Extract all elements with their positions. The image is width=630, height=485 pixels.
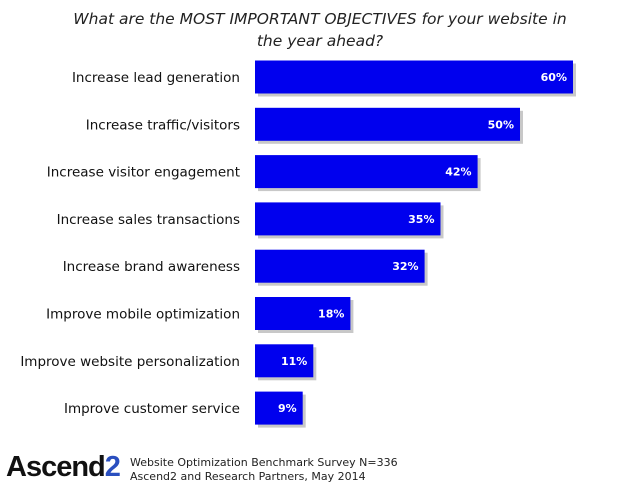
bar-improve-customer-service bbox=[255, 391, 303, 425]
category-label: Increase lead generation bbox=[72, 70, 240, 86]
bar-improve-website-personalization bbox=[255, 344, 314, 378]
category-label: Improve customer service bbox=[64, 401, 240, 417]
logo-number: 2 bbox=[104, 451, 121, 483]
source-notes: Website Optimization Benchmark Survey N=… bbox=[130, 456, 398, 484]
category-label: Improve mobile optimization bbox=[46, 307, 240, 323]
bar-increase-visitor-engagement bbox=[255, 155, 478, 189]
bar-increase-traffic-visitors bbox=[255, 107, 520, 141]
bar-increase-lead-generation bbox=[255, 60, 573, 94]
ascend2-logo: Ascend2 bbox=[6, 451, 121, 483]
value-label: 42% bbox=[445, 166, 471, 179]
bar-increase-sales-transactions bbox=[255, 202, 441, 236]
chart-title: What are the MOST IMPORTANT OBJECTIVES f… bbox=[73, 10, 567, 50]
value-label: 35% bbox=[408, 213, 434, 226]
source-note-survey: Website Optimization Benchmark Survey N=… bbox=[130, 456, 398, 469]
category-label: Increase sales transactions bbox=[57, 212, 240, 228]
category-label: Increase visitor engagement bbox=[47, 165, 240, 181]
value-label: 60% bbox=[541, 71, 567, 84]
bar-improve-mobile-optimization bbox=[255, 297, 351, 330]
value-label: 32% bbox=[392, 260, 418, 273]
category-label: Increase brand awareness bbox=[63, 259, 240, 275]
value-label: 50% bbox=[488, 118, 514, 131]
bar-increase-brand-awareness bbox=[255, 249, 425, 283]
value-label: 18% bbox=[318, 308, 344, 321]
value-label: 11% bbox=[281, 355, 307, 368]
value-label: 9% bbox=[278, 402, 297, 415]
source-note-credit: Ascend2 and Research Partners, May 2014 bbox=[130, 470, 366, 483]
category-label: Increase traffic/visitors bbox=[86, 117, 240, 133]
logo-text: Ascend bbox=[6, 451, 106, 483]
category-label: Improve website personalization bbox=[20, 354, 240, 370]
